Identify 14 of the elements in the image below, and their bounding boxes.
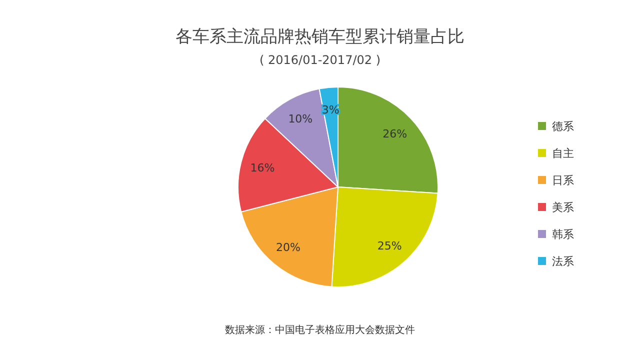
- legend-label: 韩系: [552, 228, 574, 241]
- source-note: 数据来源：中国电子表格应用大会数据文件: [225, 324, 415, 336]
- legend-label: 美系: [552, 201, 574, 214]
- legend-label: 德系: [552, 120, 574, 133]
- chart-subtitle: ( 2016/01-2017/02 ): [259, 53, 381, 67]
- data-label: 25%: [377, 240, 402, 253]
- data-label: 20%: [276, 241, 301, 254]
- legend-label: 日系: [552, 174, 574, 187]
- chart-title: 各车系主流品牌热销车型累计销量占比: [176, 27, 464, 47]
- legend-label: 法系: [552, 255, 574, 268]
- data-label: 10%: [288, 112, 313, 126]
- legend-label: 自主: [552, 147, 574, 160]
- data-label: 26%: [382, 128, 408, 141]
- data-label: 16%: [250, 162, 275, 175]
